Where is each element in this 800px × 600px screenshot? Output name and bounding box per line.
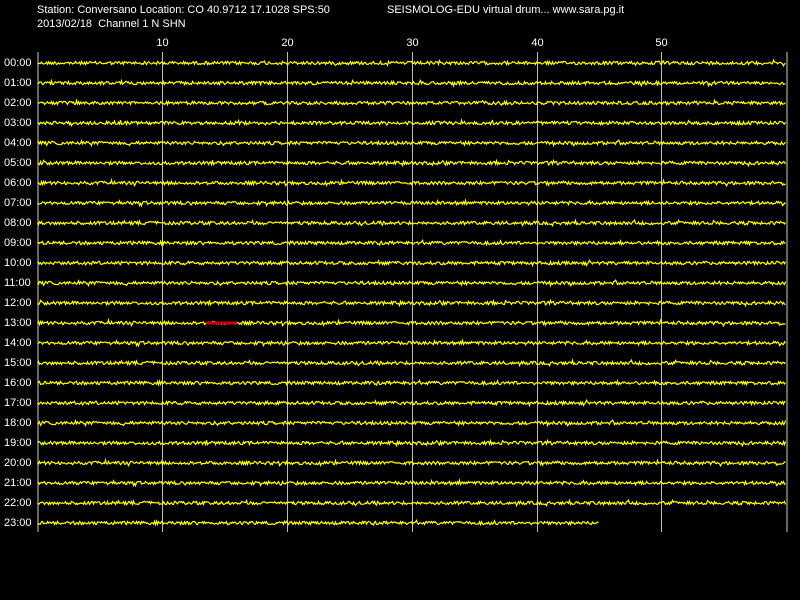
trace: [37, 98, 786, 107]
hour-label: 03:00: [4, 117, 32, 129]
hour-label: 10:00: [4, 257, 32, 269]
hour-label: 13:00: [4, 317, 32, 329]
app-info: SEISMOLOG-EDU virtual drum... www.sara.p…: [387, 4, 624, 16]
trace: [37, 419, 787, 428]
trace: [37, 378, 786, 387]
minute-tick-label: 20: [281, 37, 293, 49]
trace: [37, 177, 786, 188]
hour-label: 21:00: [4, 477, 32, 489]
trace: [37, 338, 786, 348]
hour-label: 09:00: [4, 237, 32, 249]
hour-label: 02:00: [4, 97, 32, 109]
trace: [37, 78, 786, 88]
minute-tick-label: 50: [655, 37, 667, 49]
hour-label: 05:00: [4, 157, 32, 169]
trace: [37, 298, 786, 308]
hour-label: 15:00: [4, 357, 32, 369]
hour-label: 04:00: [4, 137, 32, 149]
trace: [37, 457, 786, 468]
trace: [37, 317, 786, 328]
trace: [37, 518, 599, 527]
trace: [37, 478, 786, 488]
minute-tick-label: 30: [406, 37, 418, 49]
hour-label: 12:00: [4, 297, 32, 309]
station-info: Station: Conversano Location: CO 40.9712…: [37, 4, 330, 16]
hour-label: 23:00: [4, 517, 32, 529]
hour-label: 01:00: [4, 77, 32, 89]
trace: [37, 398, 786, 408]
trace: [37, 118, 787, 127]
hour-label: 16:00: [4, 377, 32, 389]
trace: [37, 279, 787, 288]
trace: [37, 218, 786, 228]
hour-label: 19:00: [4, 437, 32, 449]
trace: [37, 139, 786, 148]
hour-label: 08:00: [4, 217, 32, 229]
trace: [37, 258, 787, 268]
hour-label: 00:00: [4, 57, 32, 69]
trace: [37, 158, 787, 168]
hour-label: 11:00: [4, 277, 31, 289]
hour-label: 17:00: [4, 397, 32, 409]
trace: [37, 238, 786, 247]
trace: [37, 358, 786, 368]
hour-label: 20:00: [4, 457, 32, 469]
trace: [37, 58, 786, 68]
hour-label: 06:00: [4, 177, 32, 189]
hour-label: 07:00: [4, 197, 32, 209]
hour-label: 22:00: [4, 497, 32, 509]
trace: [37, 498, 787, 508]
hour-label: 14:00: [4, 337, 32, 349]
date-channel: 2013/02/18 Channel 1 N SHN: [37, 18, 186, 30]
hour-label: 18:00: [4, 417, 32, 429]
trace: [37, 198, 786, 208]
minute-tick-label: 40: [531, 37, 543, 49]
trace: [37, 438, 787, 448]
minute-tick-label: 10: [156, 37, 168, 49]
